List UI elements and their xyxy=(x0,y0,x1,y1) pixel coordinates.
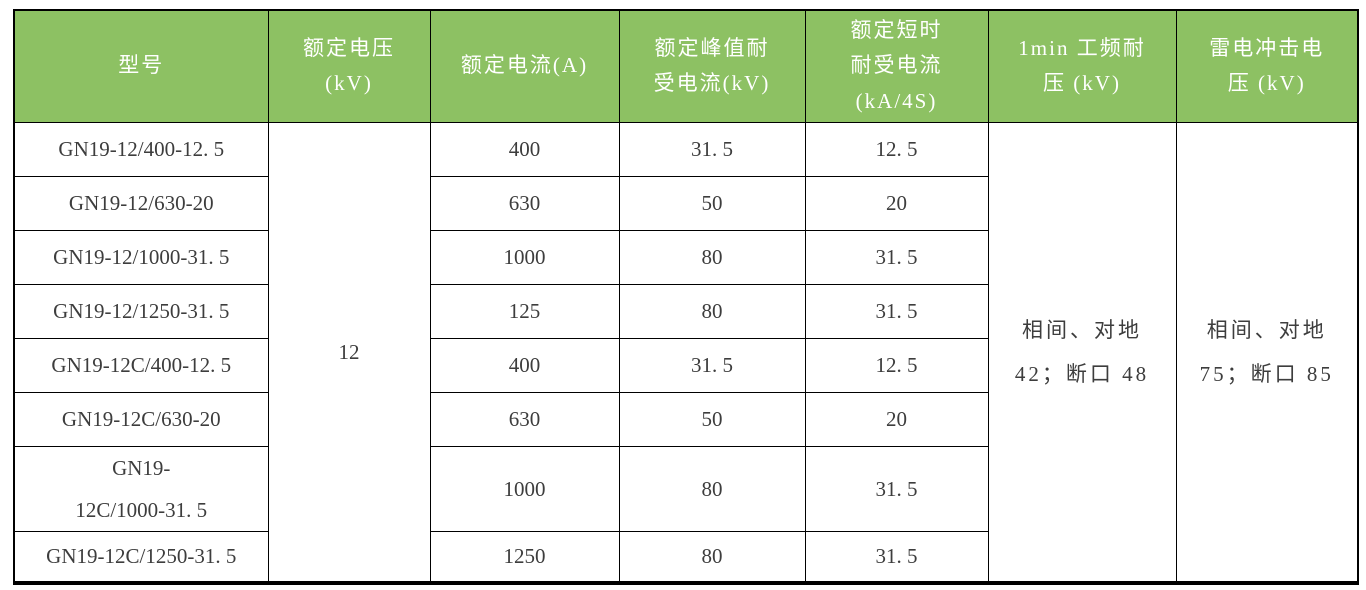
table-row: GN19- 12C/1000-31. 5 1000 80 31. 5 xyxy=(13,445,1358,532)
column-header-rated-current: 额定电流(A) xyxy=(429,9,620,123)
short-time-cell: 31. 5 xyxy=(804,445,989,532)
short-time-cell: 20 xyxy=(804,175,989,231)
table-row: GN19-12C/400-12. 5 400 31. 5 12. 5 xyxy=(13,337,1358,393)
table-row: GN19-12/630-20 630 50 20 xyxy=(13,175,1358,231)
model-cell: GN19- 12C/1000-31. 5 xyxy=(13,445,269,532)
spec-table-container: 型号 额定电压 (kV) 额定电流(A) 额定峰值耐 受电流(kV) 额定短时 … xyxy=(13,9,1359,585)
table-row: GN19-12C/630-20 630 50 20 xyxy=(13,391,1358,447)
column-header-power-frequency: 1min 工频耐 压 (kV) xyxy=(987,9,1177,123)
short-time-cell: 20 xyxy=(804,391,989,447)
peak-withstand-cell: 31. 5 xyxy=(618,121,806,177)
column-header-peak-withstand: 额定峰值耐 受电流(kV) xyxy=(618,9,806,123)
model-cell: GN19-12/400-12. 5 xyxy=(13,121,269,177)
model-cell: GN19-12/630-20 xyxy=(13,175,269,231)
table-row: GN19-12/400-12. 5 12 400 31. 5 12. 5 相间、… xyxy=(13,121,1359,584)
short-time-cell: 31. 5 xyxy=(804,229,989,285)
rated-current-cell: 400 xyxy=(429,337,620,393)
table-body: GN19-12/400-12. 5 12 400 31. 5 12. 5 相间、… xyxy=(13,121,1359,584)
peak-withstand-cell: 80 xyxy=(618,229,806,285)
peak-withstand-cell: 31. 5 xyxy=(618,337,806,393)
model-cell: GN19-12/1000-31. 5 xyxy=(13,229,269,285)
rated-current-cell: 630 xyxy=(429,391,620,447)
table-row: GN19-12/1250-31. 5 125 80 31. 5 xyxy=(13,283,1358,339)
peak-withstand-cell: 80 xyxy=(618,445,806,532)
rated-current-cell: 125 xyxy=(429,283,620,339)
column-header-short-time: 额定短时 耐受电流 (kA/4S) xyxy=(804,9,989,123)
peak-withstand-cell: 80 xyxy=(618,530,806,584)
short-time-cell: 12. 5 xyxy=(804,337,989,393)
rated-current-cell: 1000 xyxy=(429,445,620,532)
model-cell: GN19-12C/1250-31. 5 xyxy=(13,530,269,584)
peak-withstand-cell: 80 xyxy=(618,283,806,339)
rated-current-cell: 630 xyxy=(429,175,620,231)
peak-withstand-cell: 50 xyxy=(618,175,806,231)
rated-current-cell: 400 xyxy=(429,121,620,177)
table-row: GN19-12/1000-31. 5 1000 80 31. 5 xyxy=(13,229,1358,285)
rated-current-cell: 1000 xyxy=(429,229,620,285)
model-cell: GN19-12C/630-20 xyxy=(13,391,269,447)
lightning-impulse-merged-cell: 相间、对地 75；断口 85 xyxy=(1175,121,1359,584)
table-header: 型号 额定电压 (kV) 额定电流(A) 额定峰值耐 受电流(kV) 额定短时 … xyxy=(13,9,1359,123)
model-cell: GN19-12/1250-31. 5 xyxy=(13,283,269,339)
rated-voltage-merged-cell: 12 xyxy=(267,121,431,584)
header-row: 型号 额定电压 (kV) 额定电流(A) 额定峰值耐 受电流(kV) 额定短时 … xyxy=(13,9,1359,123)
power-frequency-merged-cell: 相间、对地 42；断口 48 xyxy=(987,121,1177,584)
short-time-cell: 31. 5 xyxy=(804,283,989,339)
model-cell: GN19-12C/400-12. 5 xyxy=(13,337,269,393)
column-header-lightning-impulse: 雷电冲击电 压 (kV) xyxy=(1175,9,1359,123)
short-time-cell: 12. 5 xyxy=(804,121,989,177)
rated-current-cell: 1250 xyxy=(429,530,620,584)
column-header-rated-voltage: 额定电压 (kV) xyxy=(267,9,431,123)
peak-withstand-cell: 50 xyxy=(618,391,806,447)
short-time-cell: 31. 5 xyxy=(804,530,989,584)
column-header-model: 型号 xyxy=(13,9,269,123)
table-row: GN19-12C/1250-31. 5 1250 80 31. 5 xyxy=(13,530,1358,584)
switch-spec-table: 型号 额定电压 (kV) 额定电流(A) 额定峰值耐 受电流(kV) 额定短时 … xyxy=(13,9,1359,585)
